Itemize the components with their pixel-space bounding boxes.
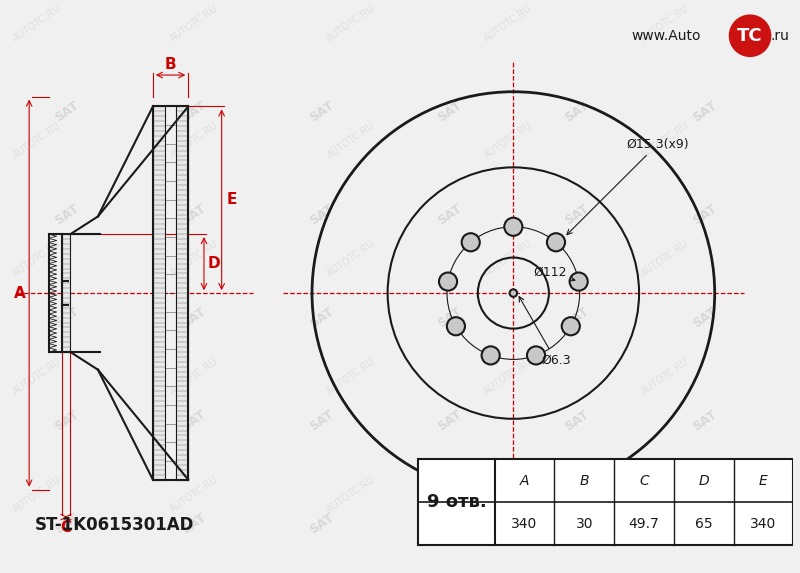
Text: SAT: SAT xyxy=(690,511,719,537)
Circle shape xyxy=(570,273,588,291)
Text: A: A xyxy=(520,474,530,488)
Text: SAT: SAT xyxy=(52,202,81,227)
Text: AUTOTC.RU: AUTOTC.RU xyxy=(168,356,220,397)
Text: B: B xyxy=(579,474,589,488)
Text: 49.7: 49.7 xyxy=(629,517,659,531)
Text: Ø6.3: Ø6.3 xyxy=(519,297,570,367)
Text: SAT: SAT xyxy=(562,99,592,124)
Text: AUTOTC.RU: AUTOTC.RU xyxy=(640,356,691,397)
Text: AUTOTC.RU: AUTOTC.RU xyxy=(326,121,378,161)
Text: 340: 340 xyxy=(750,517,777,531)
Text: AUTOTC.RU: AUTOTC.RU xyxy=(11,474,63,515)
Text: SAT: SAT xyxy=(307,511,336,537)
Text: 340: 340 xyxy=(511,517,538,531)
Text: SAT: SAT xyxy=(307,202,336,227)
Text: TC: TC xyxy=(738,27,763,45)
Circle shape xyxy=(510,289,517,297)
Text: SAT: SAT xyxy=(690,305,719,331)
Text: AUTOTC.RU: AUTOTC.RU xyxy=(482,121,534,161)
Text: AUTOTC.RU: AUTOTC.RU xyxy=(11,356,63,397)
Text: AUTOTC.RU: AUTOTC.RU xyxy=(640,238,691,279)
Text: Ø112: Ø112 xyxy=(534,265,575,281)
Text: SAT: SAT xyxy=(690,408,719,434)
Text: AUTOTC.RU: AUTOTC.RU xyxy=(640,121,691,161)
Circle shape xyxy=(547,233,565,252)
Text: AUTOTC.RU: AUTOTC.RU xyxy=(11,3,63,43)
Text: E: E xyxy=(226,193,237,207)
Circle shape xyxy=(504,218,522,236)
Text: SAT: SAT xyxy=(52,305,81,331)
Text: AUTOTC.RU: AUTOTC.RU xyxy=(482,356,534,397)
Text: SAT: SAT xyxy=(690,202,719,227)
Text: SAT: SAT xyxy=(435,202,464,227)
Polygon shape xyxy=(153,107,165,480)
Text: AUTOTC.RU: AUTOTC.RU xyxy=(482,238,534,279)
Text: AUTOTC.RU: AUTOTC.RU xyxy=(168,121,220,161)
Text: AUTOTC.RU: AUTOTC.RU xyxy=(168,474,220,515)
Text: SAT: SAT xyxy=(52,408,81,434)
Text: AUTOTC.RU: AUTOTC.RU xyxy=(482,474,534,515)
Text: SAT: SAT xyxy=(435,408,464,434)
Text: C: C xyxy=(639,474,649,488)
Text: SAT: SAT xyxy=(690,99,719,124)
Circle shape xyxy=(447,317,465,335)
Text: www.Auto: www.Auto xyxy=(631,29,701,43)
Bar xyxy=(418,459,794,545)
Text: SAT: SAT xyxy=(52,511,81,537)
Text: D: D xyxy=(698,474,709,488)
Text: SAT: SAT xyxy=(435,99,464,124)
Text: SAT: SAT xyxy=(562,305,592,331)
Text: SAT: SAT xyxy=(307,305,336,331)
Text: 9 отв.: 9 отв. xyxy=(426,493,486,511)
Text: ST-1K0615301AD: ST-1K0615301AD xyxy=(35,516,194,534)
Text: 65: 65 xyxy=(695,517,713,531)
Circle shape xyxy=(730,15,770,56)
Text: AUTOTC.RU: AUTOTC.RU xyxy=(11,238,63,279)
Text: D: D xyxy=(207,256,220,271)
Polygon shape xyxy=(177,107,188,480)
Text: AUTOTC.RU: AUTOTC.RU xyxy=(168,238,220,279)
Text: C: C xyxy=(61,520,71,535)
Text: SAT: SAT xyxy=(180,202,209,227)
Text: AUTOTC.RU: AUTOTC.RU xyxy=(326,474,378,515)
Text: AUTOTC.RU: AUTOTC.RU xyxy=(640,474,691,515)
Text: AUTOTC.RU: AUTOTC.RU xyxy=(482,3,534,43)
Circle shape xyxy=(527,346,545,364)
Text: AUTOTC.RU: AUTOTC.RU xyxy=(168,3,220,43)
Text: SAT: SAT xyxy=(307,99,336,124)
Text: B: B xyxy=(165,57,176,72)
Circle shape xyxy=(562,317,580,335)
Text: SAT: SAT xyxy=(180,99,209,124)
Text: SAT: SAT xyxy=(562,202,592,227)
Circle shape xyxy=(482,346,500,364)
Polygon shape xyxy=(62,234,70,352)
Text: AUTOTC.RU: AUTOTC.RU xyxy=(640,3,691,43)
Text: E: E xyxy=(759,474,768,488)
Text: SAT: SAT xyxy=(180,408,209,434)
Text: AUTOTC.RU: AUTOTC.RU xyxy=(326,3,378,43)
Text: SAT: SAT xyxy=(180,511,209,537)
Text: SAT: SAT xyxy=(435,511,464,537)
Text: .ru: .ru xyxy=(770,29,790,43)
Text: SAT: SAT xyxy=(52,99,81,124)
Circle shape xyxy=(439,273,457,291)
Text: A: A xyxy=(14,285,25,301)
Circle shape xyxy=(462,233,480,252)
Text: SAT: SAT xyxy=(435,305,464,331)
Text: SAT: SAT xyxy=(307,408,336,434)
Text: 30: 30 xyxy=(575,517,593,531)
Text: SAT: SAT xyxy=(180,305,209,331)
Text: AUTOTC.RU: AUTOTC.RU xyxy=(326,356,378,397)
Text: Ø15.3(x9): Ø15.3(x9) xyxy=(567,138,689,234)
Text: SAT: SAT xyxy=(562,511,592,537)
Text: SAT: SAT xyxy=(562,408,592,434)
Text: AUTOTC.RU: AUTOTC.RU xyxy=(326,238,378,279)
Text: AUTOTC.RU: AUTOTC.RU xyxy=(11,121,63,161)
